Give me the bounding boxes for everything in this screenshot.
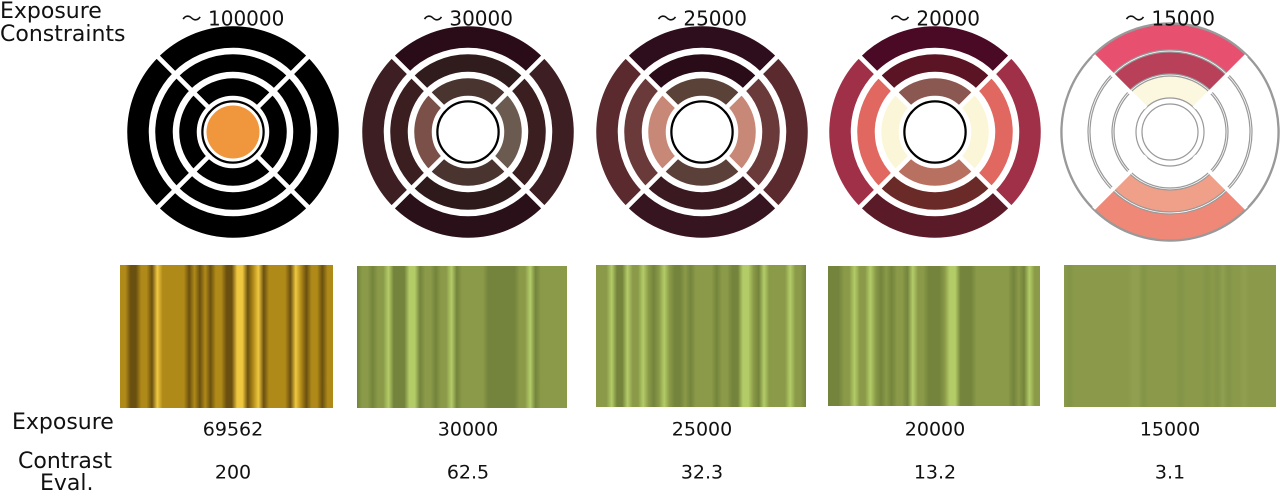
row-label: Eval. — [40, 471, 94, 494]
constraint-label: ～ 30000 — [423, 7, 513, 31]
texture-image — [120, 265, 333, 408]
exposure-wheel — [122, 21, 344, 243]
wheel-centre — [438, 102, 498, 162]
row-label: Constraints — [0, 22, 126, 47]
wheel-centre — [203, 102, 263, 162]
wheel-gap — [1092, 154, 1148, 210]
constraint-label: ～ 25000 — [657, 7, 747, 31]
texture-image — [357, 266, 567, 408]
exposure-value: 15000 — [1140, 419, 1200, 441]
exposure-value: 20000 — [905, 419, 965, 441]
constraint-label: ～ 15000 — [1125, 7, 1215, 31]
texture-image — [828, 266, 1040, 406]
contrast-value: 62.5 — [447, 462, 489, 484]
row-label: Exposure — [12, 410, 114, 435]
exposure-wheel — [591, 21, 813, 243]
contrast-value: 3.1 — [1155, 462, 1185, 484]
wheel-gap — [1192, 54, 1248, 110]
wheel-centre — [1141, 103, 1199, 161]
texture-image — [1064, 265, 1276, 407]
contrast-value: 200 — [215, 462, 251, 484]
row-label: Exposure — [0, 0, 102, 24]
contrast-value: 32.3 — [681, 462, 723, 484]
wheel-segment — [643, 89, 682, 175]
contrast-value: 13.2 — [914, 462, 956, 484]
exposure-value: 25000 — [672, 419, 732, 441]
exposure-wheel — [824, 21, 1046, 243]
constraint-label: ～ 100000 — [182, 7, 285, 31]
exposure-wheel — [1060, 22, 1280, 242]
wheel-segment — [1061, 54, 1113, 210]
wheel-gap — [1092, 54, 1148, 110]
exposure-value: 30000 — [438, 419, 498, 441]
exposure-wheel — [357, 21, 579, 243]
exposure-value: 69562 — [203, 419, 263, 441]
wheel-centre — [905, 102, 965, 162]
wheel-centre — [672, 102, 732, 162]
wheel-segment — [174, 89, 213, 175]
wheel-segment — [876, 89, 915, 175]
row-label: Contrast — [18, 449, 112, 474]
texture-image — [596, 265, 806, 407]
wheel-gap — [1192, 154, 1248, 210]
constraint-label: ～ 20000 — [890, 7, 980, 31]
wheel-segment — [409, 89, 448, 175]
